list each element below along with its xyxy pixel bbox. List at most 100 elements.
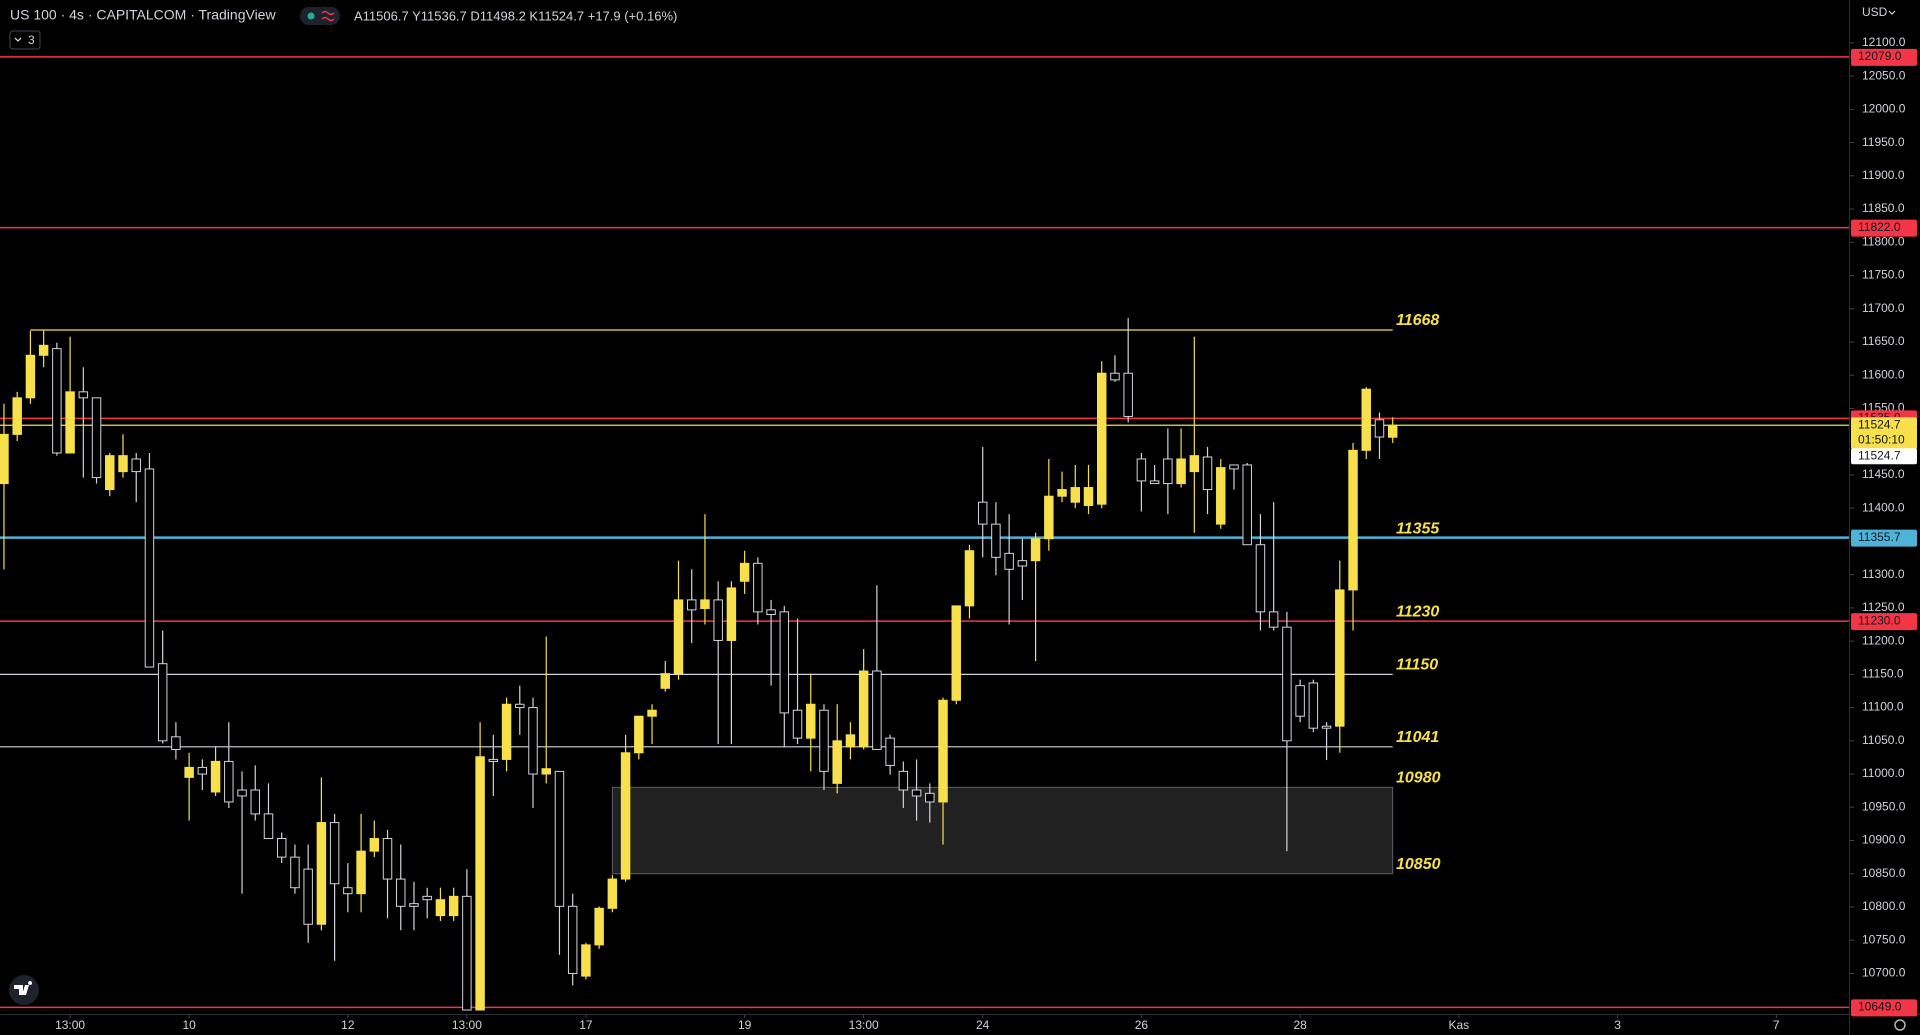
candle-body bbox=[700, 599, 710, 610]
indicators-toggle[interactable] bbox=[9, 30, 41, 50]
level-annotation: 10980 bbox=[1396, 770, 1441, 787]
candle-body bbox=[753, 562, 763, 613]
y-tick-label: 10750.0 bbox=[1862, 932, 1906, 946]
y-tick-label: 11300.0 bbox=[1862, 567, 1905, 581]
candle-body bbox=[303, 868, 313, 925]
candle-body bbox=[171, 736, 181, 750]
level-annotation: 11355 bbox=[1396, 520, 1440, 537]
settings-icon[interactable] bbox=[1894, 1019, 1906, 1031]
candle-body bbox=[541, 768, 551, 775]
y-tick-label: 10900.0 bbox=[1862, 833, 1906, 847]
candle-body bbox=[488, 758, 499, 762]
status-pill[interactable] bbox=[300, 7, 340, 25]
candle-body bbox=[964, 550, 975, 607]
candle-body bbox=[528, 707, 538, 775]
x-tick-label: 17 bbox=[579, 1018, 593, 1032]
y-tick-label: 11400.0 bbox=[1862, 500, 1905, 514]
candle-body bbox=[1255, 544, 1266, 613]
candle-body bbox=[898, 770, 909, 791]
candle-body bbox=[885, 737, 895, 766]
candle-body bbox=[726, 587, 737, 641]
candle-body bbox=[197, 766, 208, 775]
candle-body bbox=[951, 605, 961, 701]
candle-body bbox=[250, 789, 260, 815]
candle-body bbox=[925, 792, 935, 803]
candle-body bbox=[462, 895, 472, 1011]
price-tag-label: 01:50:10 bbox=[1858, 432, 1905, 446]
candle-body bbox=[184, 766, 194, 778]
candle-body bbox=[1268, 611, 1279, 628]
candle-body bbox=[422, 895, 432, 901]
y-tick-label: 12000.0 bbox=[1862, 102, 1906, 116]
candle-body bbox=[237, 789, 247, 797]
y-tick-label: 11050.0 bbox=[1862, 733, 1905, 747]
candle-body bbox=[1308, 682, 1319, 729]
candle-body bbox=[620, 752, 631, 880]
price-tag bbox=[1851, 613, 1917, 631]
candle-body bbox=[1335, 589, 1345, 727]
candle-body bbox=[78, 391, 89, 399]
price-marker-tag bbox=[1851, 448, 1917, 465]
y-tick-label: 11850.0 bbox=[1862, 201, 1905, 215]
candle-body bbox=[991, 523, 1001, 558]
price-tag-label: 10649.0 bbox=[1858, 1000, 1902, 1014]
candle-body bbox=[739, 562, 750, 582]
candle-body bbox=[832, 740, 842, 784]
candle-body bbox=[1229, 464, 1239, 470]
price-tag bbox=[1851, 417, 1917, 450]
x-tick-label: 24 bbox=[976, 1018, 990, 1032]
candle-body bbox=[501, 703, 512, 760]
symbol-title[interactable]: US 100 · 4s · CAPITALCOM · TradingView bbox=[10, 7, 276, 23]
candle-body bbox=[329, 822, 340, 885]
candle-body bbox=[1163, 458, 1173, 485]
candle-body bbox=[858, 670, 869, 748]
candle-body bbox=[819, 709, 829, 772]
candle-body bbox=[594, 907, 604, 946]
x-tick-label: Kas bbox=[1448, 1018, 1469, 1032]
price-tag bbox=[1851, 48, 1917, 66]
level-annotation: 11150 bbox=[1396, 657, 1438, 674]
y-tick-label: 10700.0 bbox=[1862, 966, 1906, 980]
price-marker-label: 11524.7 bbox=[1858, 448, 1901, 462]
candle-body bbox=[224, 760, 234, 803]
candle-body bbox=[977, 501, 988, 525]
indicator-count: 3 bbox=[28, 33, 35, 47]
candle-body bbox=[581, 944, 591, 977]
price-tags: 12079.011822.011535.011524.701:50:101135… bbox=[1851, 48, 1917, 1017]
y-tick-label: 11250.0 bbox=[1862, 600, 1905, 614]
price-tag-label: 11230.0 bbox=[1858, 613, 1901, 627]
candle-body bbox=[0, 433, 9, 485]
candle-body bbox=[409, 903, 419, 907]
y-tick-label: 11650.0 bbox=[1862, 334, 1905, 348]
candle-body bbox=[660, 673, 671, 689]
candle-body bbox=[356, 850, 366, 895]
candle-body bbox=[779, 611, 790, 714]
candle-body bbox=[634, 715, 644, 754]
candle-body bbox=[263, 813, 274, 840]
y-tick-label: 11200.0 bbox=[1862, 633, 1905, 647]
candle-body bbox=[1202, 456, 1213, 491]
candle-body bbox=[144, 468, 155, 668]
candle-body bbox=[792, 709, 803, 739]
candle-body bbox=[343, 887, 353, 895]
candle-body bbox=[713, 599, 723, 641]
x-tick-label: 3 bbox=[1614, 1018, 1621, 1032]
currency-selector[interactable]: USD bbox=[1862, 5, 1888, 19]
candle-body bbox=[1070, 487, 1081, 503]
candle-body bbox=[1004, 552, 1014, 570]
candle-body bbox=[65, 391, 75, 454]
candle-body bbox=[382, 838, 393, 880]
candle-body bbox=[316, 822, 327, 925]
y-tick-label: 11800.0 bbox=[1862, 234, 1905, 248]
x-tick-label: 28 bbox=[1293, 1018, 1307, 1032]
y-tick-label: 11700.0 bbox=[1862, 301, 1905, 315]
candle-body bbox=[1017, 560, 1028, 567]
price-zone bbox=[611, 786, 1394, 875]
candle-body bbox=[1149, 480, 1160, 485]
candle-body bbox=[1242, 464, 1252, 546]
candle-body bbox=[1189, 455, 1200, 473]
candle-body bbox=[157, 663, 168, 742]
candle-body bbox=[1321, 725, 1332, 729]
candle-body bbox=[1096, 372, 1107, 505]
